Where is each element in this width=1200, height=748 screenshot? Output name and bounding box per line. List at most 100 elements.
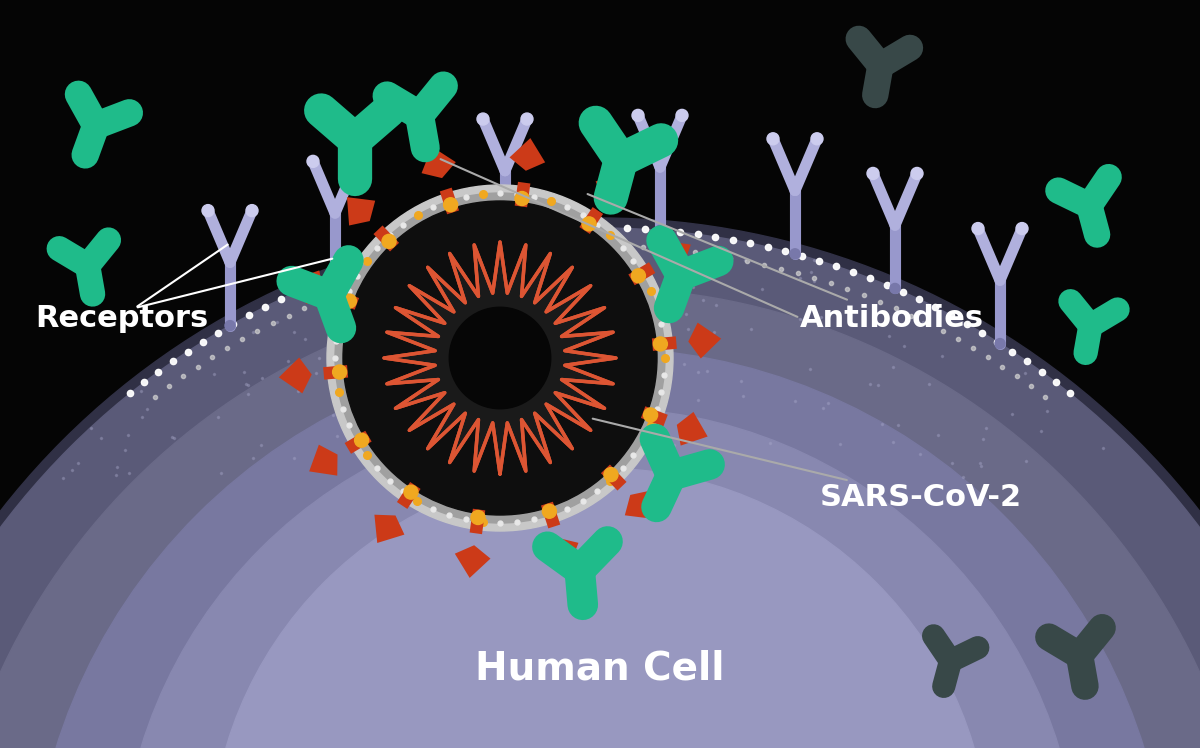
Circle shape (676, 109, 688, 121)
Circle shape (911, 168, 923, 180)
Circle shape (1072, 647, 1088, 663)
Polygon shape (374, 515, 404, 543)
Circle shape (872, 58, 888, 73)
Circle shape (67, 82, 90, 106)
Circle shape (431, 73, 456, 99)
Circle shape (449, 307, 551, 408)
Circle shape (342, 294, 356, 308)
Circle shape (1108, 299, 1128, 320)
Circle shape (73, 143, 97, 167)
Circle shape (328, 315, 354, 341)
Circle shape (30, 348, 1170, 748)
Circle shape (662, 466, 680, 485)
Circle shape (335, 193, 665, 523)
Circle shape (534, 533, 560, 560)
Circle shape (470, 510, 485, 524)
Polygon shape (278, 358, 312, 393)
Circle shape (706, 248, 732, 275)
Circle shape (226, 321, 235, 331)
Circle shape (847, 28, 870, 50)
Circle shape (1037, 625, 1061, 649)
Circle shape (1097, 166, 1120, 188)
Circle shape (278, 268, 305, 294)
Circle shape (120, 408, 1080, 748)
Circle shape (581, 108, 611, 138)
Polygon shape (384, 242, 616, 474)
Circle shape (767, 133, 779, 145)
Circle shape (995, 339, 1006, 349)
Polygon shape (677, 412, 708, 446)
Polygon shape (455, 545, 491, 578)
Polygon shape (421, 147, 456, 178)
Circle shape (594, 528, 620, 555)
Circle shape (1084, 319, 1098, 333)
Circle shape (647, 126, 676, 155)
Circle shape (1016, 223, 1028, 235)
Circle shape (444, 197, 457, 212)
Circle shape (924, 626, 943, 646)
Polygon shape (544, 538, 578, 569)
Circle shape (542, 504, 557, 518)
Circle shape (934, 676, 954, 696)
Circle shape (899, 37, 922, 59)
Circle shape (967, 637, 988, 657)
Circle shape (374, 96, 403, 126)
Circle shape (656, 295, 683, 321)
Circle shape (972, 223, 984, 235)
Circle shape (672, 266, 690, 284)
Circle shape (413, 135, 438, 160)
Circle shape (1086, 223, 1109, 246)
Circle shape (570, 592, 596, 618)
Circle shape (1075, 343, 1096, 364)
Circle shape (611, 150, 631, 171)
Circle shape (82, 283, 103, 305)
Circle shape (582, 217, 596, 231)
Circle shape (306, 96, 336, 126)
Circle shape (643, 494, 670, 520)
Circle shape (790, 249, 800, 259)
Circle shape (866, 168, 878, 180)
Circle shape (335, 247, 361, 274)
Polygon shape (310, 444, 337, 476)
Circle shape (1060, 291, 1081, 312)
Circle shape (0, 228, 1200, 748)
Polygon shape (689, 322, 721, 358)
Circle shape (410, 106, 428, 124)
Circle shape (890, 283, 900, 293)
Circle shape (0, 218, 1200, 748)
Polygon shape (595, 173, 625, 201)
Text: SARS-CoV-2: SARS-CoV-2 (593, 419, 1022, 512)
Circle shape (319, 286, 338, 304)
Circle shape (0, 288, 1200, 748)
Circle shape (404, 485, 418, 499)
Circle shape (330, 272, 340, 281)
Circle shape (80, 258, 95, 273)
Circle shape (1073, 674, 1097, 698)
Circle shape (631, 269, 646, 283)
Circle shape (811, 133, 823, 145)
Text: Human Cell: Human Cell (475, 649, 725, 687)
Polygon shape (625, 491, 653, 519)
Circle shape (596, 183, 625, 212)
Circle shape (643, 408, 658, 422)
Circle shape (1048, 180, 1070, 202)
Circle shape (332, 365, 347, 379)
Circle shape (632, 109, 644, 121)
Circle shape (604, 468, 618, 482)
Circle shape (653, 337, 667, 351)
Circle shape (210, 468, 990, 748)
Circle shape (48, 238, 70, 260)
Circle shape (1091, 616, 1114, 640)
Circle shape (374, 83, 400, 108)
Circle shape (696, 451, 722, 478)
Circle shape (500, 229, 510, 239)
Circle shape (343, 201, 658, 515)
Circle shape (864, 84, 887, 106)
Circle shape (655, 225, 665, 236)
Circle shape (326, 185, 673, 531)
Circle shape (478, 113, 490, 125)
Circle shape (344, 129, 365, 150)
Circle shape (1081, 197, 1097, 214)
Polygon shape (662, 240, 691, 272)
Circle shape (354, 433, 368, 447)
